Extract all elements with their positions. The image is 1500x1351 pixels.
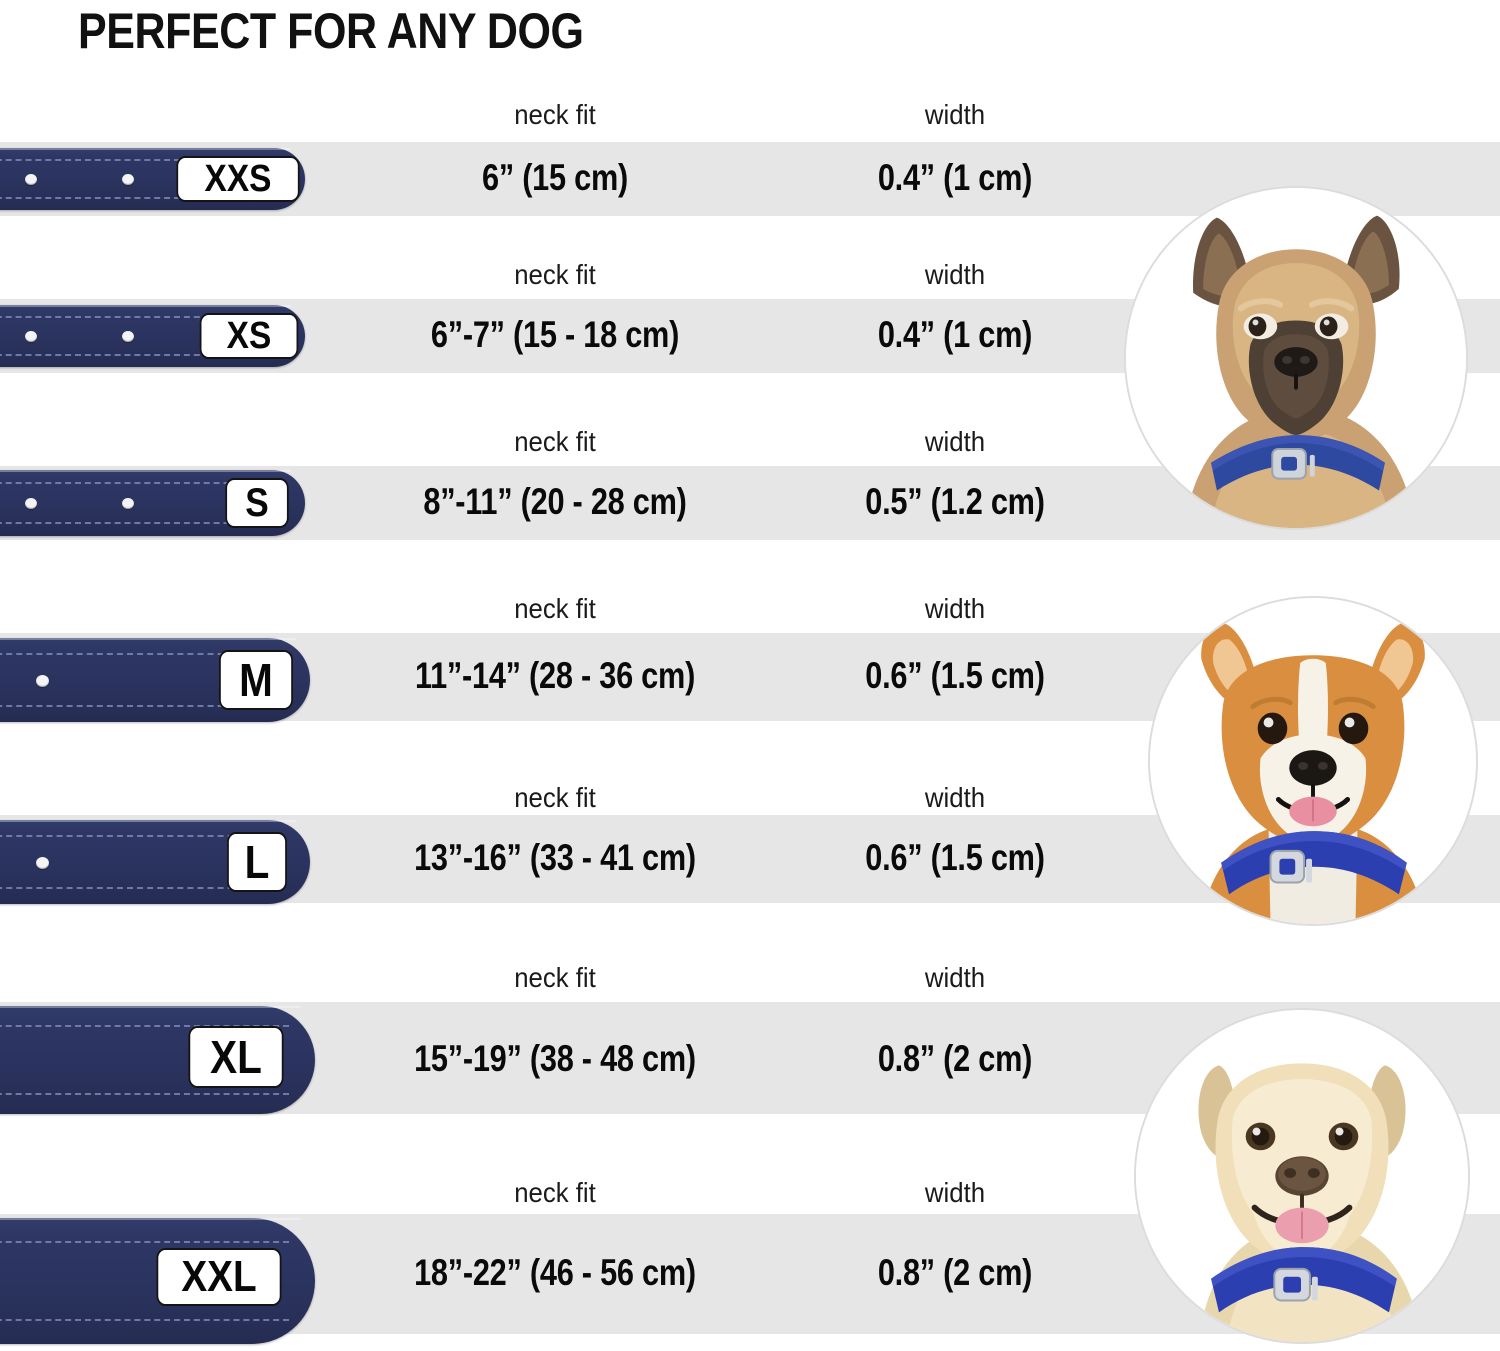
collar-eyelet <box>36 857 49 869</box>
header-width-xxl: width <box>924 1177 986 1208</box>
collar-stitching-top <box>0 1025 289 1028</box>
collar-eyelet <box>36 675 49 687</box>
collar-eyelet <box>25 174 37 185</box>
value-neck-fit-m: 11”-14” (28 - 36 cm) <box>414 655 696 696</box>
header-neck-fit-s: neck fit <box>514 426 596 457</box>
corgi-illustration <box>1150 598 1476 924</box>
collar-stitching-top <box>0 653 284 656</box>
value-width-xxl: 0.8” (2 cm) <box>877 1252 1033 1293</box>
collar-stitching-bottom <box>0 886 284 889</box>
collar-edge-highlight <box>0 148 291 150</box>
header-width-xxs: width <box>924 99 986 130</box>
collar-edge-highlight <box>0 820 296 822</box>
collar-stitching-top <box>0 835 284 838</box>
size-badge-xl: XL <box>188 1026 284 1088</box>
header-neck-fit-xs: neck fit <box>514 259 596 290</box>
header-neck-fit-xl: neck fit <box>514 962 596 993</box>
value-neck-fit-xxs: 6” (15 cm) <box>481 157 629 198</box>
header-width-xl: width <box>924 962 986 993</box>
header-width-s: width <box>924 426 986 457</box>
page-title: PERFECT FOR ANY DOG <box>78 3 584 59</box>
collar-stitching-top <box>0 1240 289 1243</box>
collar-eyelet <box>25 331 37 342</box>
header-neck-fit-m: neck fit <box>514 593 596 624</box>
labrador-illustration <box>1136 1010 1468 1342</box>
collar-edge-highlight <box>0 1006 301 1008</box>
size-badge-l: L <box>227 832 287 892</box>
collar-stitching-top <box>0 316 279 319</box>
cairn-terrier-photo <box>1124 186 1468 530</box>
value-width-xl: 0.8” (2 cm) <box>877 1038 1033 1079</box>
corgi-photo <box>1148 596 1478 926</box>
value-neck-fit-xl: 15”-19” (38 - 48 cm) <box>414 1038 696 1079</box>
collar-stitching-bottom <box>0 522 279 525</box>
size-badge-xxs: XXS <box>176 156 300 202</box>
value-width-xxs: 0.4” (1 cm) <box>877 157 1033 198</box>
collar-strap-xl <box>0 1006 315 1114</box>
value-width-l: 0.6” (1.5 cm) <box>865 837 1045 878</box>
labrador-photo <box>1134 1008 1470 1344</box>
collar-edge-highlight <box>0 638 296 640</box>
size-badge-s: S <box>225 478 289 528</box>
size-badge-m: M <box>219 650 293 710</box>
value-neck-fit-xs: 6”-7” (15 - 18 cm) <box>430 314 680 355</box>
header-neck-fit-l: neck fit <box>514 782 596 813</box>
collar-stitching-top <box>0 159 279 162</box>
collar-stitching-bottom <box>0 704 284 707</box>
value-width-s: 0.5” (1.2 cm) <box>865 481 1045 522</box>
collar-stitching-bottom <box>0 1319 289 1322</box>
collar-eyelet <box>122 498 134 509</box>
value-neck-fit-l: 13”-16” (33 - 41 cm) <box>414 837 696 878</box>
value-width-m: 0.6” (1.5 cm) <box>865 655 1045 696</box>
header-width-xs: width <box>924 259 986 290</box>
value-width-xs: 0.4” (1 cm) <box>877 314 1033 355</box>
collar-stitching-bottom <box>0 353 279 356</box>
value-neck-fit-xxl: 18”-22” (46 - 56 cm) <box>414 1252 696 1293</box>
header-width-l: width <box>924 782 986 813</box>
header-neck-fit-xxl: neck fit <box>514 1177 596 1208</box>
collar-stitching-top <box>0 481 279 484</box>
collar-edge-highlight <box>0 470 291 472</box>
size-badge-xs: XS <box>199 313 299 359</box>
header-width-m: width <box>924 593 986 624</box>
collar-eyelet <box>25 498 37 509</box>
collar-eyelet <box>122 331 134 342</box>
header-neck-fit-xxs: neck fit <box>514 99 596 130</box>
collar-edge-highlight <box>0 1218 301 1220</box>
collar-edge-highlight <box>0 305 291 307</box>
collar-eyelet <box>122 174 134 185</box>
value-neck-fit-s: 8”-11” (20 - 28 cm) <box>423 481 687 522</box>
cairn-terrier-illustration <box>1126 188 1466 528</box>
size-badge-xxl: XXL <box>156 1248 282 1306</box>
collar-stitching-bottom <box>0 1092 289 1095</box>
collar-stitching-bottom <box>0 196 279 199</box>
